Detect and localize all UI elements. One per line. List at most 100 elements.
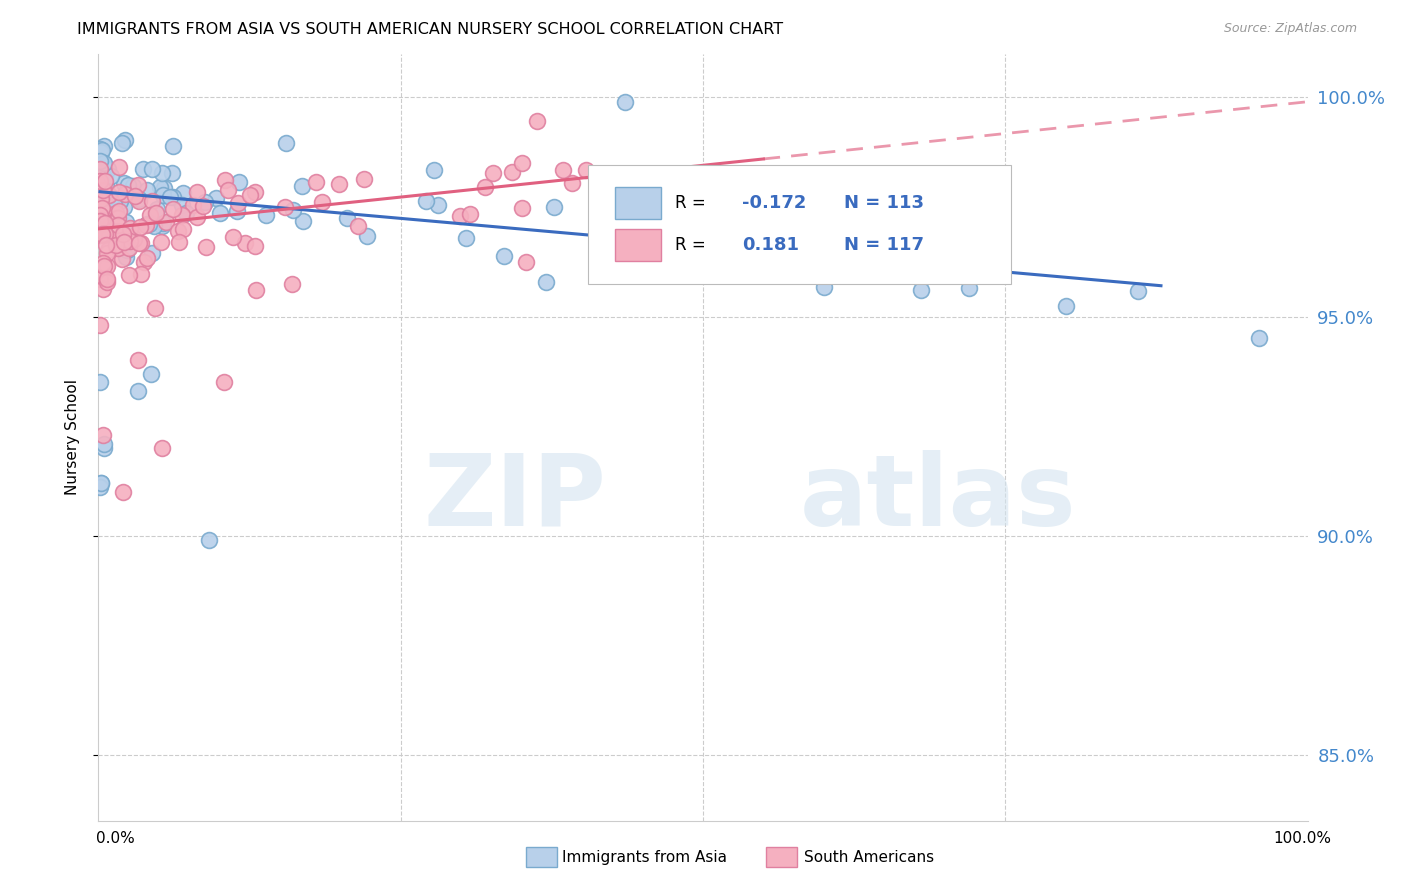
Point <box>152 216 174 230</box>
Point <box>127 384 149 398</box>
Point <box>512 201 534 215</box>
Point <box>91 428 114 442</box>
Point <box>90 195 112 210</box>
Point <box>117 178 139 192</box>
Point <box>328 177 350 191</box>
Point <box>90 227 112 241</box>
Point <box>423 162 446 177</box>
Text: 0.0%: 0.0% <box>96 831 135 846</box>
Point <box>145 206 167 220</box>
Point <box>89 182 111 196</box>
Point <box>90 199 112 213</box>
Point <box>118 234 141 248</box>
Point <box>94 169 117 184</box>
Point <box>91 184 114 198</box>
Point <box>110 194 132 208</box>
Point <box>93 436 115 450</box>
Point <box>89 174 111 188</box>
Point <box>89 227 111 242</box>
Point <box>752 244 775 259</box>
Point <box>91 156 114 170</box>
Point <box>93 139 115 153</box>
Text: IMMIGRANTS FROM ASIA VS SOUTH AMERICAN NURSERY SCHOOL CORRELATION CHART: IMMIGRANTS FROM ASIA VS SOUTH AMERICAN N… <box>77 22 783 37</box>
Point <box>107 211 129 226</box>
Point <box>454 231 477 245</box>
Point <box>89 228 111 243</box>
Point <box>90 205 112 219</box>
Point <box>633 173 655 187</box>
Point <box>97 161 120 176</box>
Point <box>136 252 159 266</box>
Point <box>873 239 896 253</box>
Point <box>813 279 835 293</box>
Point <box>93 156 115 170</box>
Point <box>129 235 152 250</box>
Point <box>170 207 193 221</box>
Point <box>107 241 129 255</box>
Text: South Americans: South Americans <box>804 850 935 864</box>
Point <box>353 171 375 186</box>
Point <box>356 229 378 244</box>
Point <box>111 227 134 241</box>
Point <box>90 192 112 206</box>
Point <box>228 175 250 189</box>
Point <box>281 203 304 218</box>
Point <box>138 217 160 231</box>
Text: atlas: atlas <box>800 450 1077 547</box>
Point <box>281 277 304 291</box>
Point <box>957 280 980 294</box>
Point <box>121 230 143 244</box>
Point <box>305 174 328 188</box>
Point <box>124 188 146 202</box>
Text: ZIP: ZIP <box>423 450 606 547</box>
Point <box>141 194 163 209</box>
Text: N = 117: N = 117 <box>845 236 925 254</box>
Point <box>111 136 134 151</box>
Point <box>181 198 204 212</box>
Point <box>217 183 239 197</box>
Point <box>561 176 583 190</box>
Point <box>449 209 471 223</box>
Point <box>118 241 141 255</box>
Point <box>141 245 163 260</box>
Point <box>198 533 221 547</box>
Point <box>613 95 636 109</box>
Point <box>91 201 114 215</box>
Point <box>482 166 505 180</box>
Point <box>108 185 131 199</box>
Text: R =: R = <box>675 236 711 254</box>
Point <box>104 206 127 220</box>
Point <box>238 188 260 202</box>
Point <box>89 165 111 179</box>
Point <box>692 176 714 190</box>
Text: 0.181: 0.181 <box>742 236 799 254</box>
Point <box>91 256 114 270</box>
Point <box>97 187 120 202</box>
Point <box>114 133 136 147</box>
Point <box>595 190 617 204</box>
Point <box>143 219 166 233</box>
Point <box>89 176 111 190</box>
Point <box>107 219 129 233</box>
Point <box>186 210 208 224</box>
Text: R =: R = <box>675 194 711 212</box>
Point <box>129 267 152 281</box>
Point <box>112 200 135 214</box>
Point <box>226 195 249 210</box>
Point <box>614 266 637 280</box>
Point <box>543 200 565 214</box>
Point <box>515 254 537 268</box>
Point <box>93 225 115 239</box>
Point <box>128 235 150 250</box>
Point <box>162 139 184 153</box>
Text: -0.172: -0.172 <box>742 194 806 212</box>
Point <box>346 219 368 234</box>
Point <box>89 376 111 390</box>
Point <box>91 183 114 197</box>
Point <box>94 216 117 230</box>
Point <box>107 218 129 232</box>
Point <box>159 190 181 204</box>
Point <box>90 476 112 491</box>
Point <box>89 166 111 180</box>
Point <box>291 214 314 228</box>
